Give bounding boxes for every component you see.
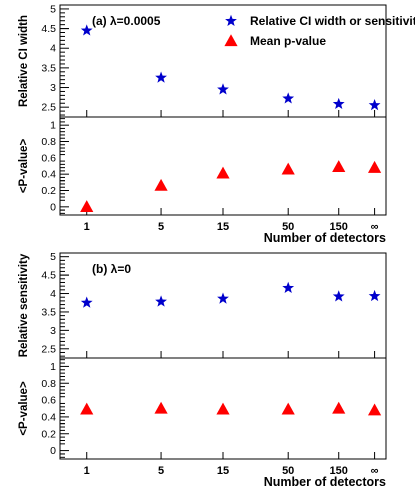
y-tick-label: 0 bbox=[50, 445, 56, 457]
panel-4: 00.20.40.60.811 5 15 50 150 ∞<P-value>Number … bbox=[18, 357, 387, 489]
y-tick-label: 0.4 bbox=[41, 169, 56, 181]
y-tick-label: 4.5 bbox=[41, 23, 56, 35]
data-point-triangle bbox=[332, 160, 346, 173]
y-tick-label: 0.2 bbox=[41, 185, 56, 197]
x-tick-label: 150 bbox=[330, 221, 348, 233]
y-tick-label: 4.5 bbox=[41, 270, 56, 282]
legend-label: Mean p-value bbox=[250, 34, 326, 48]
panel-annotation: (a) λ=0.0005 bbox=[92, 14, 161, 28]
legend-star-marker bbox=[225, 14, 237, 27]
y-tick-label: 0.6 bbox=[41, 152, 56, 164]
y-tick-label: 0.8 bbox=[41, 378, 56, 390]
x-tick-label: 150 bbox=[330, 465, 348, 477]
data-point-star bbox=[282, 281, 295, 294]
x-tick-label: 15 bbox=[217, 221, 229, 233]
y-tick-label: 0 bbox=[50, 201, 56, 213]
legend-triangle-marker bbox=[224, 34, 238, 47]
x-tick-label: 1 bbox=[84, 465, 90, 477]
y-tick-label: 2.5 bbox=[41, 102, 56, 114]
y-tick-label: 3.5 bbox=[41, 306, 56, 318]
data-point-triangle bbox=[154, 178, 168, 191]
x-tick-label: 50 bbox=[282, 221, 294, 233]
data-point-triangle bbox=[80, 402, 94, 415]
y-tick-label: 1 bbox=[50, 361, 56, 373]
x-tick-label: ∞ bbox=[371, 465, 379, 477]
data-point-star bbox=[332, 290, 345, 302]
y-tick-label: 2.5 bbox=[41, 343, 56, 355]
data-point-triangle bbox=[332, 401, 346, 414]
legend: Relative CI width or sensitivity Mean p-v… bbox=[224, 14, 415, 48]
x-tick-label: 50 bbox=[282, 465, 294, 477]
data-point-star bbox=[155, 295, 167, 307]
y-tick-label: 3.5 bbox=[41, 62, 56, 74]
x-tick-label: 5 bbox=[158, 221, 164, 233]
y-axis-label: Relative CI width bbox=[18, 15, 30, 107]
data-point-triangle bbox=[367, 160, 382, 173]
data-point-triangle bbox=[281, 402, 295, 415]
y-tick-label: 1 bbox=[50, 120, 56, 132]
y-tick-label: 4 bbox=[50, 43, 56, 55]
y-tick-label: 5 bbox=[50, 251, 56, 263]
data-point-star bbox=[80, 24, 93, 36]
y-axis-label: Relative sensitivity bbox=[18, 253, 30, 357]
data-point-star bbox=[368, 99, 381, 111]
data-point-star bbox=[368, 289, 381, 302]
y-tick-label: 0.4 bbox=[41, 411, 56, 423]
x-axis-label: Number of detectors bbox=[264, 475, 386, 489]
legend-label: Relative CI width or sensitivity bbox=[250, 14, 415, 28]
y-tick-label: 5 bbox=[50, 3, 56, 15]
data-point-triangle bbox=[154, 401, 168, 414]
y-tick-label: 0.2 bbox=[41, 428, 56, 440]
x-tick-label: ∞ bbox=[371, 221, 379, 233]
y-tick-label: 4 bbox=[50, 288, 56, 300]
panel-3: 2.5 3 3.5 4 4.5 5 Relative sensitivity (b) λ=0 bbox=[18, 251, 387, 359]
x-tick-label: 15 bbox=[217, 465, 229, 477]
data-point-star bbox=[217, 292, 229, 304]
data-point-triangle bbox=[367, 403, 382, 416]
data-point-star bbox=[282, 92, 295, 104]
data-point-triangle bbox=[80, 200, 94, 213]
y-tick-label: 3 bbox=[50, 82, 56, 94]
y-axis-label: <P-value> bbox=[18, 381, 30, 436]
x-axis-label: Number of detectors bbox=[264, 231, 386, 245]
data-point-triangle bbox=[281, 162, 295, 175]
data-point-star bbox=[80, 296, 93, 308]
panel-2: 00.20.40.60.811 5 15 50 150 ∞<P-value>Number … bbox=[18, 116, 387, 245]
y-tick-label: 3 bbox=[50, 325, 56, 337]
data-point-triangle bbox=[216, 402, 230, 415]
x-tick-label: 1 bbox=[84, 221, 90, 233]
data-point-star bbox=[332, 97, 345, 110]
y-tick-label: 0.8 bbox=[41, 136, 56, 148]
y-axis-label: <P-value> bbox=[18, 139, 30, 194]
y-tick-label: 0.6 bbox=[41, 395, 56, 407]
data-point-triangle bbox=[216, 166, 230, 179]
panel-annotation: (b) λ=0 bbox=[92, 262, 131, 276]
data-point-star bbox=[155, 71, 167, 83]
x-tick-label: 5 bbox=[158, 465, 164, 477]
data-point-star bbox=[217, 83, 229, 95]
